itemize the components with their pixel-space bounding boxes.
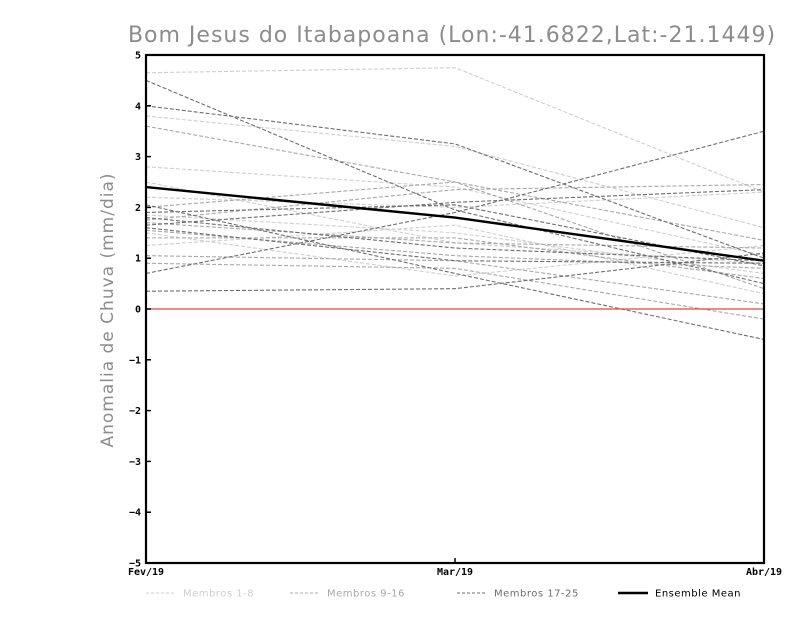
series-line-member-7 [145,232,765,277]
y-tick-label: −3 [129,457,141,468]
series-line-member-15 [145,255,765,305]
x-tick-label: Abr/19 [746,567,782,578]
series-line-ensemble-mean [145,185,765,262]
y-tick-label: −1 [129,355,141,366]
y-tick-label: 2 [135,203,141,214]
series-line-member-1 [145,67,765,193]
y-tick-label: −2 [129,406,141,417]
series-line-member-14 [146,237,765,280]
series-line-member-6 [145,214,765,274]
plot-area: −5 −4 −3 −2 −1 0 1 2 3 4 5 Fev/19 Mar/19 Abr/19 [128,51,782,579]
y-axis-label: Anomalia de Chuva (mm/dia) [98,172,118,447]
legend-label: Membros 1-8 [183,589,254,600]
chart-title: Bom Jesus do Itabapoana (Lon:-41.6822,La… [128,23,776,48]
legend-label: Membros 17-25 [494,589,579,600]
series-line-member-18 [145,105,765,259]
y-tick-label: −4 [129,508,141,519]
series-line-member-23 [145,227,765,264]
y-tick-label: 5 [135,51,141,62]
series-line-member-2 [145,115,765,229]
series-line-member-20 [145,189,765,226]
y-tick-label: 4 [135,101,141,112]
x-tick-label: Mar/19 [437,567,473,578]
legend-label: Membros 9-16 [327,589,405,600]
series-line-member-25 [145,252,765,292]
legend: Membros 1-8 Membros 9-16 Membros 17-25 Ense… [146,589,741,600]
y-tick-label: −5 [129,559,141,570]
series-line-member-3 [145,166,765,257]
y-tick-label: 0 [135,305,141,316]
series-line-member-5 [145,191,765,208]
legend-label: Ensemble Mean [655,589,741,600]
x-tick-label: Fev/19 [128,567,164,578]
series-line-member-9 [145,125,765,290]
series-line-member-17 [145,79,765,285]
y-tick-label: 3 [135,152,141,163]
series-line-member-12 [145,222,765,249]
series-line-member-22 [145,217,765,262]
series-line-member-10 [145,181,765,241]
series-line-member-16 [145,262,765,320]
series-line-member-24 [145,130,765,274]
y-tick-label: 1 [135,254,141,265]
series-line-member-13 [145,229,765,269]
